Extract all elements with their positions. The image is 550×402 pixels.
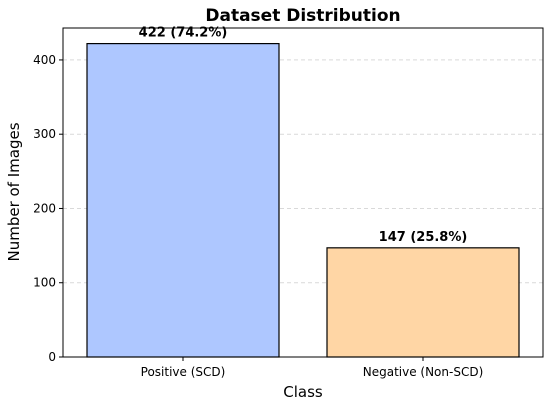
y-axis-ticks: 0 100 200 300 400: [33, 53, 63, 364]
y-axis-label: Number of Images: [5, 122, 23, 261]
y-tick-label: 400: [33, 53, 56, 67]
data-label: 422 (74.2%): [139, 26, 228, 41]
data-label: 147 (25.8%): [379, 230, 468, 245]
bar: [86, 42, 280, 358]
bars: [86, 42, 520, 358]
y-tick-label: 0: [48, 350, 56, 364]
chart-title: Dataset Distribution: [205, 6, 400, 26]
x-tick-label: Positive (SCD): [141, 365, 226, 379]
x-axis-ticks: Positive (SCD) Negative (Non-SCD): [141, 357, 484, 379]
data-labels: 422 (74.2%) 147 (25.8%): [139, 26, 468, 245]
plot-frame: [62, 27, 544, 358]
x-tick-label: Negative (Non-SCD): [363, 365, 484, 379]
x-axis-label: Class: [283, 383, 323, 401]
y-tick-label: 100: [33, 276, 56, 290]
y-tick-label: 200: [33, 201, 56, 215]
y-tick-label: 300: [33, 127, 56, 141]
bar: [326, 247, 520, 358]
